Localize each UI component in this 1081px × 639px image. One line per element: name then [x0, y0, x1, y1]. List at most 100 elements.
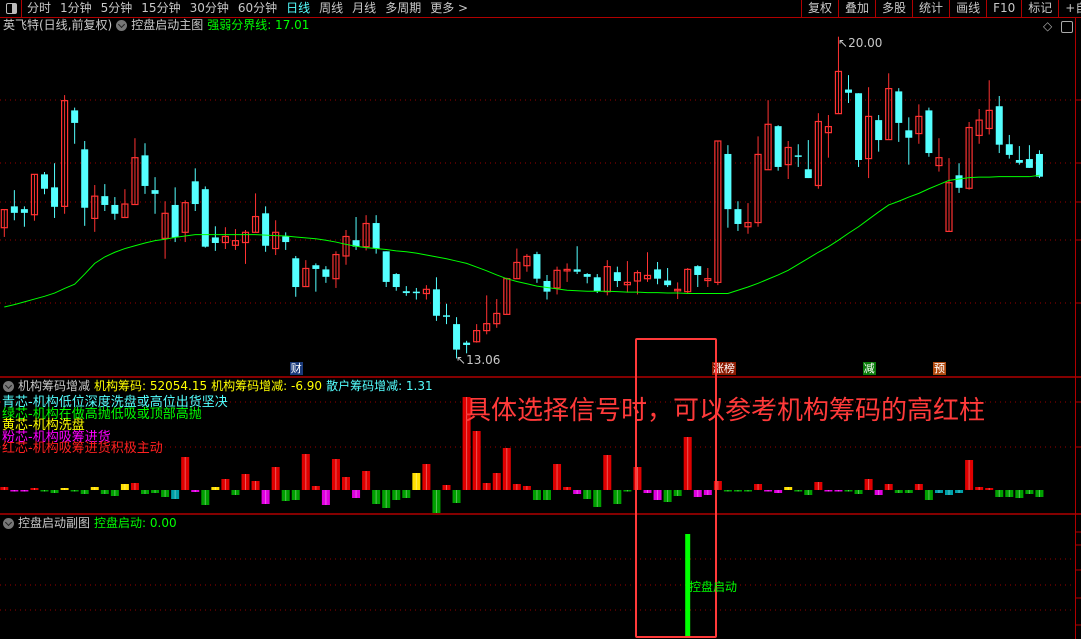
chip-bar-body	[633, 467, 642, 490]
chip-bar-body	[945, 490, 953, 495]
chip-bar-body	[10, 490, 19, 492]
signal-bar	[685, 534, 691, 636]
chip-bar-body	[251, 481, 260, 490]
candle	[955, 163, 963, 193]
candle	[111, 197, 119, 220]
candle	[875, 115, 883, 152]
tab-6[interactable]: 日线	[286, 1, 311, 15]
toolbar-button-7[interactable]: +自选	[1058, 0, 1081, 17]
tab-0[interactable]: 分时	[27, 1, 52, 15]
tab-1[interactable]: 1分钟	[60, 1, 92, 15]
chip-bar-body	[723, 490, 732, 492]
chip-bar	[643, 490, 652, 493]
candle	[643, 252, 652, 282]
toolbar-button-6[interactable]: 标记	[1021, 0, 1058, 17]
candle	[523, 254, 531, 272]
indicator-menu-icon[interactable]	[116, 20, 128, 31]
chip-bar-body	[744, 490, 752, 492]
tab-4[interactable]: 30分钟	[189, 1, 229, 15]
high-price-label: ↖20.00	[838, 36, 883, 50]
chip-bar	[693, 490, 702, 497]
chip-bar	[774, 490, 783, 493]
indicator-menu-icon[interactable]	[3, 518, 14, 529]
chip-bar	[331, 459, 340, 490]
indicator-menu-icon[interactable]	[3, 381, 14, 392]
toolbar-button-3[interactable]: 统计	[912, 0, 949, 17]
candle	[151, 177, 159, 214]
chip-bar	[0, 487, 9, 490]
mid-indicator-name[interactable]: 机构筹码增减	[18, 379, 91, 393]
chip-bar-body	[372, 490, 381, 504]
candle	[533, 251, 541, 283]
chip-bar	[472, 431, 481, 490]
tab-7[interactable]: 周线	[319, 1, 344, 15]
candle	[0, 209, 8, 237]
event-marker[interactable]: 财	[289, 362, 303, 375]
chip-bar-body	[522, 486, 531, 490]
candle-body	[553, 269, 561, 289]
chip-bar-body	[784, 487, 793, 490]
chip-bar-body	[130, 483, 139, 490]
panel-layout-icon[interactable]	[1061, 21, 1073, 33]
candle	[141, 143, 149, 194]
chip-bar	[914, 484, 923, 490]
chip-bar-body	[693, 490, 702, 497]
chip-bar	[502, 448, 511, 490]
candle	[744, 203, 752, 234]
chip-bar	[10, 490, 19, 492]
candle	[221, 227, 229, 250]
chip-bar	[563, 487, 572, 490]
chip-bar-body	[975, 487, 984, 490]
event-marker[interactable]: 涨榜	[711, 362, 736, 375]
high-price-value: 20.00	[848, 36, 883, 50]
candle	[845, 75, 852, 103]
tab-9[interactable]: 多周期	[385, 1, 422, 15]
candle	[935, 138, 943, 172]
chip-bar	[141, 490, 149, 494]
panel-separators	[0, 17, 1081, 639]
chip-bar-body	[482, 483, 491, 490]
toolbar-button-1[interactable]: 叠加	[838, 0, 875, 17]
panel-toggle-icon[interactable]	[0, 0, 22, 17]
candle-body	[292, 258, 300, 288]
candle-body	[925, 110, 933, 154]
gridlines	[0, 99, 1075, 611]
chip-bar-body	[613, 490, 622, 504]
candle-body	[251, 215, 260, 233]
chip-bar	[20, 490, 29, 492]
candle-body	[643, 274, 652, 280]
tab-5[interactable]: 60分钟	[237, 1, 278, 15]
candle-body	[784, 146, 792, 166]
main-indicator-name[interactable]: 控盘启动主图	[131, 18, 204, 32]
toolbar-button-2[interactable]: 多股	[875, 0, 912, 17]
chip-bar	[211, 487, 220, 490]
chip-bar-body	[60, 488, 69, 490]
chip-bar	[492, 473, 501, 490]
event-marker[interactable]: 预	[932, 362, 946, 375]
toolbar-button-5[interactable]: F10	[986, 0, 1021, 17]
chip-bar	[130, 483, 139, 490]
main-header: 英飞特(日线,前复权) 控盘启动主图 强弱分界线: 17.01	[3, 18, 309, 33]
chip-bar	[633, 467, 642, 490]
tab-3[interactable]: 15分钟	[141, 1, 181, 15]
candle-body	[734, 209, 742, 224]
tab-2[interactable]: 5分钟	[100, 1, 133, 15]
toolbar-button-0[interactable]: 复权	[801, 0, 838, 17]
toolbar-button-4[interactable]: 画线	[949, 0, 986, 17]
chip-bar	[442, 485, 451, 490]
chip-bar	[1035, 490, 1044, 497]
diamond-icon[interactable]: ◇	[1043, 19, 1053, 33]
chip-bar	[412, 473, 421, 490]
candle-body	[432, 289, 440, 316]
candle	[654, 261, 662, 285]
chip-bar	[372, 490, 381, 504]
chip-bar	[352, 490, 361, 498]
tab-8[interactable]: 月线	[352, 1, 377, 15]
chip-bar-body	[151, 490, 160, 493]
candle-body	[0, 209, 8, 229]
bottom-indicator-name[interactable]: 控盘启动副图	[18, 516, 91, 530]
chip-bar-body	[532, 490, 541, 500]
event-marker[interactable]: 减	[862, 362, 876, 375]
tab-10[interactable]: 更多 >	[430, 1, 469, 15]
